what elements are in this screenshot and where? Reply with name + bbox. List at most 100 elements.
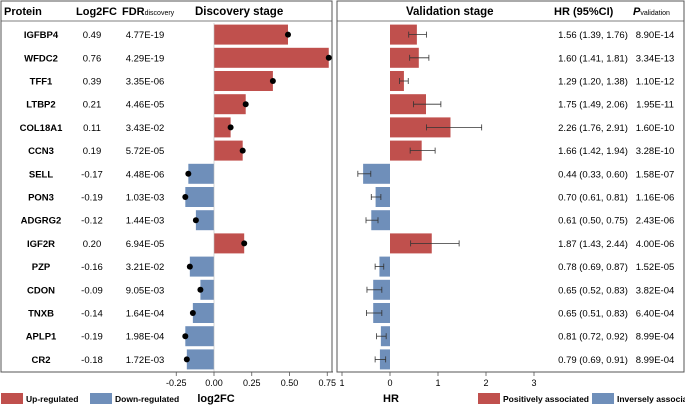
log2fc-value: -0.14 bbox=[81, 309, 103, 320]
discovery-bar bbox=[192, 303, 214, 323]
discovery-bar bbox=[200, 279, 214, 300]
p-value: 2.43E-06 bbox=[636, 216, 675, 227]
protein-label: PZP bbox=[32, 262, 51, 273]
fdr-value: 4.46E-05 bbox=[126, 100, 165, 111]
protein-label: TFF1 bbox=[30, 77, 53, 88]
p-value: 6.40E-04 bbox=[636, 309, 675, 320]
validation-bar bbox=[390, 47, 419, 68]
validation-tick-label: 0 bbox=[387, 378, 392, 388]
discovery-dot bbox=[242, 101, 249, 108]
p-header-sub: validation bbox=[640, 10, 670, 17]
p-header-main: P bbox=[633, 6, 641, 18]
table-rows-layer: IGFBP4 0.49 4.77E-19 1.56 (1.39, 1.76) 8.90E… bbox=[20, 30, 675, 366]
protein-label: IGF2R bbox=[27, 239, 55, 250]
hr-ci-value: 0.78 (0.69, 0.87) bbox=[558, 262, 628, 273]
legend-swatch-inverse bbox=[592, 393, 614, 404]
hr-ci-value: 1.56 (1.39, 1.76) bbox=[558, 30, 628, 41]
hr-ci-value: 0.79 (0.69, 0.91) bbox=[558, 355, 628, 366]
fdr-value: 5.72E-05 bbox=[126, 146, 165, 157]
log2fc-header: Log2FC bbox=[76, 6, 117, 18]
validation-bars-layer bbox=[357, 24, 483, 370]
fdr-value: 3.21E-02 bbox=[126, 262, 165, 273]
fdr-header-sub: discovery bbox=[145, 10, 175, 17]
p-value: 3.34E-13 bbox=[636, 53, 675, 64]
fdr-value: 3.35E-06 bbox=[126, 77, 165, 88]
fdr-value: 4.48E-06 bbox=[126, 169, 165, 180]
p-value: 8.99E-04 bbox=[636, 355, 675, 366]
discovery-tick-label: -0.25 bbox=[166, 378, 187, 388]
discovery-bar bbox=[214, 71, 273, 91]
discovery-bar bbox=[214, 140, 243, 161]
fdr-header-main: FDR bbox=[122, 6, 145, 18]
discovery-dot bbox=[239, 147, 246, 154]
validation-bar bbox=[390, 71, 404, 91]
discovery-bar bbox=[214, 117, 231, 138]
validation-tick-label: 2 bbox=[483, 378, 488, 388]
discovery-bar bbox=[188, 163, 214, 184]
legend-label-up: Up-regulated bbox=[26, 394, 78, 404]
protein-label: IGFBP4 bbox=[24, 30, 59, 41]
protein-label: PON3 bbox=[28, 193, 54, 204]
discovery-dot bbox=[227, 124, 234, 131]
validation-tick-label: 1 bbox=[339, 378, 344, 388]
protein-label: CR2 bbox=[31, 355, 50, 366]
p-value: 1.58E-07 bbox=[636, 169, 675, 180]
validation-bar bbox=[390, 140, 422, 161]
log2fc-value: 0.21 bbox=[83, 100, 102, 111]
protein-label: CDON bbox=[27, 285, 55, 296]
log2fc-value: 0.76 bbox=[83, 53, 102, 64]
discovery-dot bbox=[241, 240, 248, 247]
hr-ci-value: 1.60 (1.41, 1.81) bbox=[558, 53, 628, 64]
p-value: 1.52E-05 bbox=[636, 262, 675, 273]
fdr-value: 1.64E-04 bbox=[126, 309, 165, 320]
p-value: 8.90E-14 bbox=[636, 30, 675, 41]
discovery-tick-label: 0.25 bbox=[243, 378, 261, 388]
legend-label-inverse: Inversely associated bbox=[617, 394, 685, 404]
log2fc-value: 0.11 bbox=[83, 123, 101, 134]
legend-swatch-up bbox=[1, 393, 23, 404]
discovery-dot bbox=[185, 170, 192, 177]
fdr-value: 9.05E-03 bbox=[126, 285, 165, 296]
legend-label-down: Down-regulated bbox=[115, 394, 179, 404]
protein-label: COL18A1 bbox=[20, 123, 63, 134]
protein-label: SELL bbox=[29, 169, 53, 180]
validation-bar bbox=[390, 24, 417, 45]
fdr-value: 1.98E-04 bbox=[126, 332, 165, 343]
hr-ci-value: 1.87 (1.43, 2.44) bbox=[558, 239, 628, 250]
log2fc-value: 0.49 bbox=[83, 30, 102, 41]
log2fc-value: -0.09 bbox=[81, 285, 103, 296]
discovery-bar bbox=[214, 94, 246, 115]
hr-ci-value: 1.29 (1.20, 1.38) bbox=[558, 77, 628, 88]
hr-ci-value: 0.65 (0.52, 0.83) bbox=[558, 285, 628, 296]
log2fc-value: -0.17 bbox=[81, 169, 103, 180]
log2fc-value: 0.19 bbox=[83, 146, 102, 157]
discovery-dot bbox=[183, 356, 190, 363]
p-header: Pvalidation bbox=[633, 6, 670, 18]
fdr-value: 1.03E-03 bbox=[126, 193, 165, 204]
discovery-bar bbox=[185, 326, 214, 347]
protein-label: LTBP2 bbox=[26, 100, 55, 111]
hr-ci-header: HR (95%CI) bbox=[554, 6, 614, 18]
discovery-dot bbox=[269, 78, 276, 84]
p-value: 3.28E-10 bbox=[636, 146, 675, 157]
discovery-x-ticks: -0.25 0.00 0.25 0.50 0.75 bbox=[166, 372, 336, 388]
validation-bar bbox=[390, 94, 426, 115]
fdr-value: 4.29E-19 bbox=[126, 53, 165, 64]
validation-x-ticks: 1 0 1 2 3 bbox=[339, 372, 537, 388]
fdr-value: 1.44E-03 bbox=[126, 216, 165, 227]
validation-bar bbox=[375, 187, 390, 207]
fdr-value: 3.43E-02 bbox=[126, 123, 165, 134]
p-value: 1.10E-12 bbox=[636, 77, 675, 88]
p-value: 3.82E-04 bbox=[636, 285, 675, 296]
log2fc-value: -0.16 bbox=[81, 262, 103, 273]
validation-tick-label: 3 bbox=[531, 378, 536, 388]
discovery-bar bbox=[185, 187, 214, 207]
p-value: 4.00E-06 bbox=[636, 239, 675, 250]
fdr-value: 4.77E-19 bbox=[126, 30, 165, 41]
hr-ci-value: 1.66 (1.42, 1.94) bbox=[558, 146, 628, 157]
hr-ci-value: 0.44 (0.33, 0.60) bbox=[558, 169, 628, 180]
discovery-dot bbox=[192, 217, 199, 224]
discovery-tick-label: 0.50 bbox=[281, 378, 299, 388]
protein-label: TNXB bbox=[28, 309, 54, 320]
